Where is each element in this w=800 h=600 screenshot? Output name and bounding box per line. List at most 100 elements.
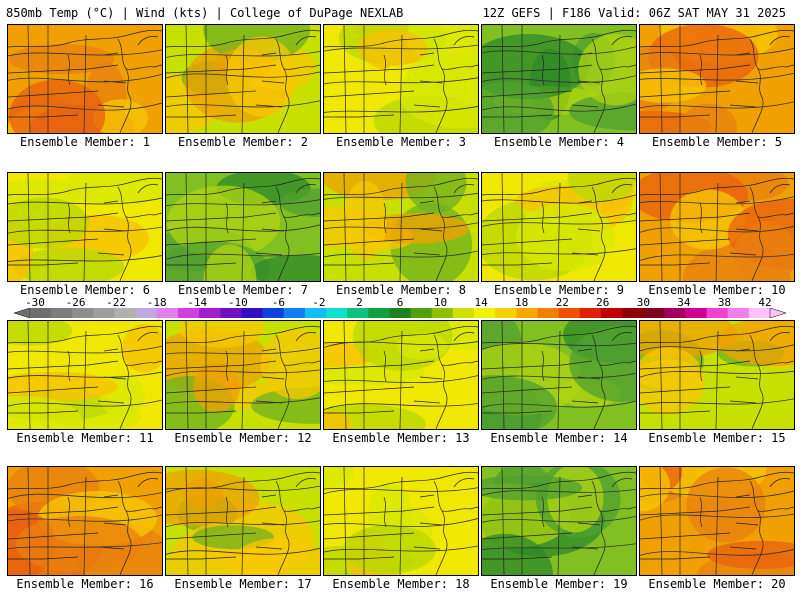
- state-boundary: [715, 182, 719, 281]
- colorbar-segment: [199, 308, 221, 318]
- ensemble-member-label: Ensemble Member: 2: [177, 135, 309, 149]
- temperature-field-map: [482, 173, 636, 281]
- state-boundary: [441, 212, 478, 218]
- state-boundary: [699, 202, 703, 234]
- ensemble-member-label: Ensemble Member: 1: [19, 135, 151, 149]
- contour-line: [324, 77, 478, 85]
- colorbar-tick-label: -14: [187, 296, 208, 309]
- temperature-field-map: [166, 467, 320, 575]
- state-boundary: [757, 64, 794, 70]
- state-boundary: [137, 478, 159, 488]
- state-boundary: [125, 360, 162, 366]
- contour-line: [324, 192, 478, 200]
- contour-line: [166, 51, 320, 58]
- state-boundary: [166, 114, 237, 118]
- temperature-region: [569, 325, 636, 402]
- temperature-field-map: [640, 173, 794, 281]
- state-boundary: [769, 184, 791, 194]
- state-boundary: [166, 325, 320, 344]
- state-boundary: [640, 212, 751, 222]
- temperature-region: [482, 533, 553, 575]
- contour-line: [8, 255, 162, 262]
- temperature-region: [193, 362, 240, 413]
- state-boundary: [275, 186, 290, 281]
- state-boundary: [8, 29, 162, 48]
- contour-line: [8, 492, 162, 499]
- temperature-field-map: [8, 321, 162, 429]
- colorbar-segment: [135, 308, 158, 318]
- temperature-region: [8, 371, 118, 401]
- state-boundary: [8, 114, 79, 118]
- state-boundary: [419, 52, 435, 56]
- state-boundary: [67, 496, 71, 528]
- state-boundary: [599, 212, 636, 218]
- ensemble-member-label: Ensemble Member: 7: [177, 283, 309, 297]
- state-boundary: [8, 386, 99, 394]
- contour-line: [482, 400, 636, 408]
- state-boundary: [324, 262, 395, 266]
- state-boundary: [324, 471, 478, 490]
- state-boundary: [8, 177, 162, 196]
- ensemble-member-label: Ensemble Member: 6: [19, 283, 151, 297]
- temperature-field-map: [324, 321, 478, 429]
- ensemble-map-panel: [323, 320, 479, 430]
- state-boundary: [324, 177, 478, 196]
- colorbar-segment: [156, 308, 179, 318]
- contour-line: [8, 226, 162, 234]
- state-boundary: [83, 182, 87, 281]
- contour-line: [482, 342, 636, 350]
- temperature-region: [717, 321, 794, 366]
- state-boundary: [757, 360, 794, 366]
- colorbar-segment: [664, 308, 686, 318]
- state-boundary: [757, 212, 794, 218]
- state-boundary: [295, 36, 317, 46]
- colorbar-segment: [368, 308, 390, 318]
- state-boundary: [482, 471, 636, 490]
- temperature-region: [547, 467, 604, 533]
- temperature-region: [733, 225, 794, 281]
- state-boundary: [324, 556, 395, 560]
- colorbar-segment: [241, 308, 263, 318]
- state-boundary: [659, 173, 663, 281]
- state-boundary: [185, 467, 189, 575]
- contour-line: [8, 371, 162, 379]
- contour-line: [8, 73, 162, 83]
- colorbar-segment: [727, 308, 750, 318]
- temperature-field-map: [166, 173, 320, 281]
- contour-line: [324, 403, 478, 410]
- state-boundary: [166, 506, 277, 516]
- temperature-region: [640, 467, 671, 512]
- state-boundary: [137, 36, 159, 46]
- ensemble-member-label: Ensemble Member: 17: [174, 577, 312, 591]
- state-boundary: [413, 546, 441, 550]
- state-boundary: [699, 54, 703, 86]
- state-boundary: [8, 471, 162, 490]
- ensemble-map-panel: [481, 24, 637, 134]
- contour-line: [8, 345, 162, 354]
- ensemble-map-panel: [165, 172, 321, 282]
- contour-line: [640, 398, 794, 406]
- state-boundary: [659, 321, 663, 429]
- colorbar-segment: [178, 308, 200, 318]
- state-boundary: [599, 64, 636, 70]
- ensemble-map-panel: [323, 24, 479, 134]
- state-boundary: [166, 64, 277, 74]
- state-boundary: [166, 90, 257, 98]
- colorbar-segment: [51, 308, 73, 318]
- state-boundary: [611, 184, 633, 194]
- temperature-region: [8, 44, 115, 75]
- temperature-region: [203, 244, 257, 281]
- contour-line: [640, 48, 794, 56]
- contour-line: [166, 224, 320, 232]
- contour-line: [324, 518, 478, 528]
- state-boundary: [241, 182, 245, 281]
- colorbar-segment: [72, 308, 94, 318]
- ensemble-map-panel: [323, 172, 479, 282]
- state-boundary: [419, 376, 443, 380]
- state-boundary: [640, 29, 794, 48]
- ensemble-member-label: Ensemble Member: 9: [493, 283, 625, 297]
- temperature-region: [342, 525, 436, 574]
- state-boundary: [419, 522, 443, 526]
- state-boundary: [103, 494, 119, 498]
- state-boundary: [83, 476, 87, 575]
